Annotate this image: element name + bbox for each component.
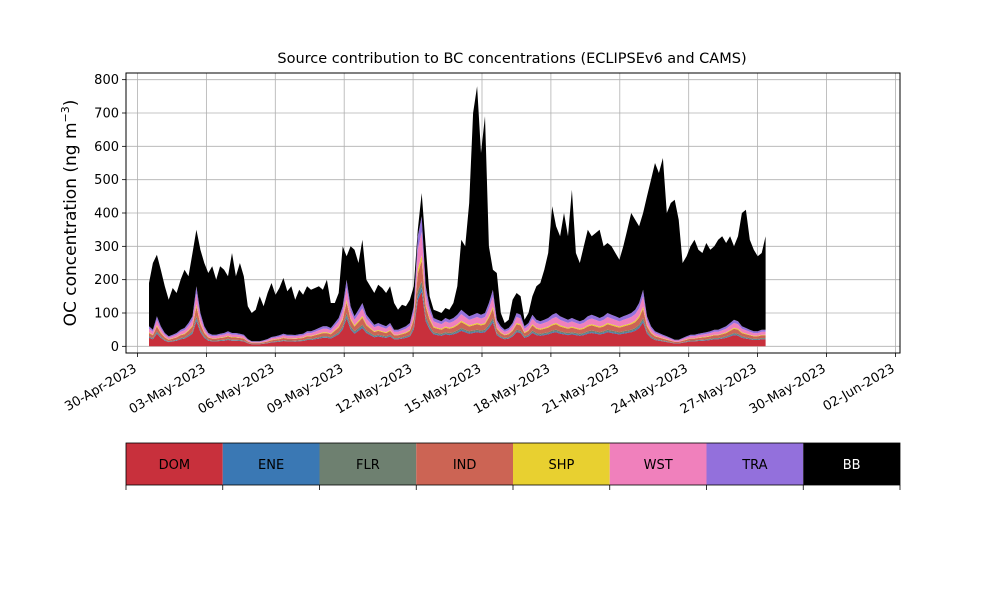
y-tick-label: 0 xyxy=(111,340,119,355)
y-axis-ticks: 0 100 200 300 400 500 600 700 800 xyxy=(94,73,126,355)
x-tick-label: 03-May-2023 xyxy=(127,361,209,417)
x-tick-label: 27-May-2023 xyxy=(678,361,760,417)
y-tick-label: 800 xyxy=(94,73,119,88)
x-tick-label: 18-May-2023 xyxy=(471,361,553,417)
y-axis-label-sup: −3 xyxy=(59,106,72,122)
legend-colorbar: DOM ENE FLR IND SHP WST TRA BB xyxy=(125,442,901,490)
legend-swatch-shp xyxy=(513,443,610,485)
area-ind xyxy=(149,260,766,344)
area-dom xyxy=(149,291,766,347)
x-tick-label: 06-May-2023 xyxy=(196,361,278,417)
y-tick-label: 300 xyxy=(94,240,119,255)
y-tick-label: 700 xyxy=(94,107,119,122)
legend-label-bb: BB xyxy=(843,458,861,473)
x-tick-label: 24-May-2023 xyxy=(609,361,691,417)
x-tick-label: 30-May-2023 xyxy=(747,361,829,417)
x-tick-label: 15-May-2023 xyxy=(402,361,484,417)
area-wst xyxy=(149,231,766,343)
x-tick-label: 09-May-2023 xyxy=(265,361,347,417)
area-tra xyxy=(149,216,766,342)
y-axis-label: OC concentration (ng m−3) xyxy=(59,100,81,327)
legend-swatch-flr xyxy=(319,443,417,485)
area-flr xyxy=(149,281,766,345)
legend-swatch-ind xyxy=(416,443,513,485)
y-tick-label: 100 xyxy=(94,307,119,322)
y-axis-label-main: OC concentration (ng m xyxy=(61,122,81,326)
legend-swatch-bb xyxy=(803,443,900,485)
legend-swatch-tra xyxy=(706,443,804,485)
y-tick-label: 400 xyxy=(94,207,119,222)
x-tick-label: 21-May-2023 xyxy=(540,361,622,417)
legend-swatch-ene xyxy=(222,443,320,485)
legend-label-tra: TRA xyxy=(741,458,767,473)
x-tick-label: 12-May-2023 xyxy=(333,361,415,417)
legend-swatch-dom xyxy=(126,443,223,485)
legend-label-flr: FLR xyxy=(356,458,380,473)
area-bb xyxy=(149,86,766,342)
x-axis-ticks: 30-Apr-202303-May-202306-May-202309-May-… xyxy=(62,353,897,417)
x-tick-label: 02-Jun-2023 xyxy=(821,361,898,414)
legend-label-ene: ENE xyxy=(258,458,284,473)
legend-swatch-wst xyxy=(609,443,707,485)
legend-label-wst: WST xyxy=(644,458,673,473)
stacked-areas xyxy=(149,86,766,347)
legend-label-dom: DOM xyxy=(159,458,190,473)
y-tick-label: 500 xyxy=(94,173,119,188)
chart-title: Source contribution to BC concentrations… xyxy=(277,51,746,67)
legend-label-shp: SHP xyxy=(548,458,574,473)
y-tick-label: 200 xyxy=(94,273,119,288)
legend-label-ind: IND xyxy=(453,458,477,473)
y-tick-label: 600 xyxy=(94,140,119,155)
y-axis-label-suffix: ) xyxy=(61,100,81,107)
area-ene xyxy=(149,287,766,345)
